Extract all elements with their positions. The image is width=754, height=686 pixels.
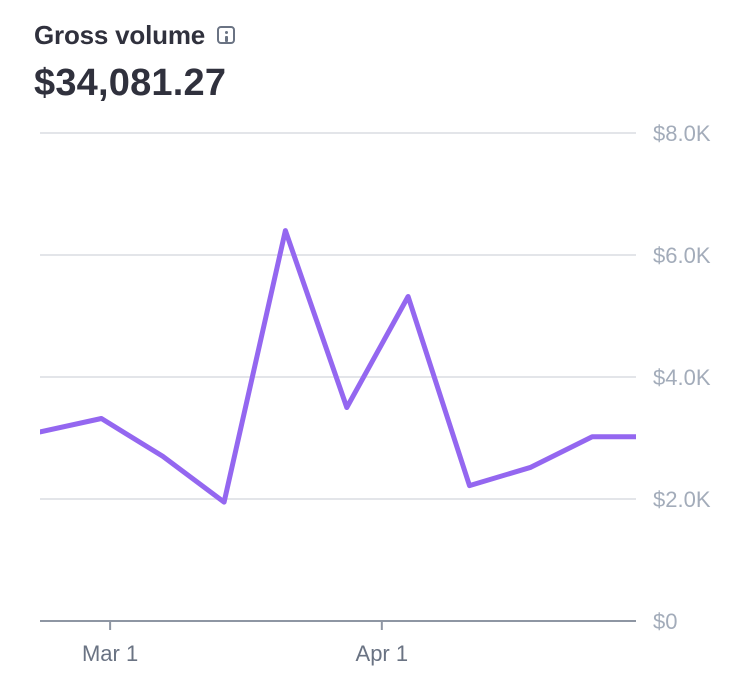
title-row: Gross volume bbox=[34, 18, 235, 52]
y-tick-label: $6.0K bbox=[653, 243, 711, 268]
y-tick-label: $4.0K bbox=[653, 365, 711, 390]
chart-header: Gross volume $34,081.27 bbox=[34, 18, 235, 105]
chart-title: Gross volume bbox=[34, 19, 205, 50]
x-tick-label: Apr 1 bbox=[356, 641, 409, 666]
gross-volume-amount: $34,081.27 bbox=[34, 62, 227, 104]
y-tick-label: $8.0K bbox=[653, 121, 711, 146]
info-icon[interactable] bbox=[217, 26, 235, 44]
grid-lines bbox=[40, 132, 636, 622]
y-axis-labels: $8.0K $6.0K $4.0K $2.0K $0 bbox=[653, 121, 711, 634]
y-tick-label: $2.0K bbox=[653, 487, 711, 512]
x-axis: Mar 1 Apr 1 bbox=[82, 621, 408, 666]
gross-volume-series-line[interactable] bbox=[40, 228, 654, 505]
x-tick-label: Mar 1 bbox=[82, 641, 138, 666]
series-lines bbox=[40, 228, 654, 505]
y-tick-label: $0 bbox=[653, 609, 677, 634]
